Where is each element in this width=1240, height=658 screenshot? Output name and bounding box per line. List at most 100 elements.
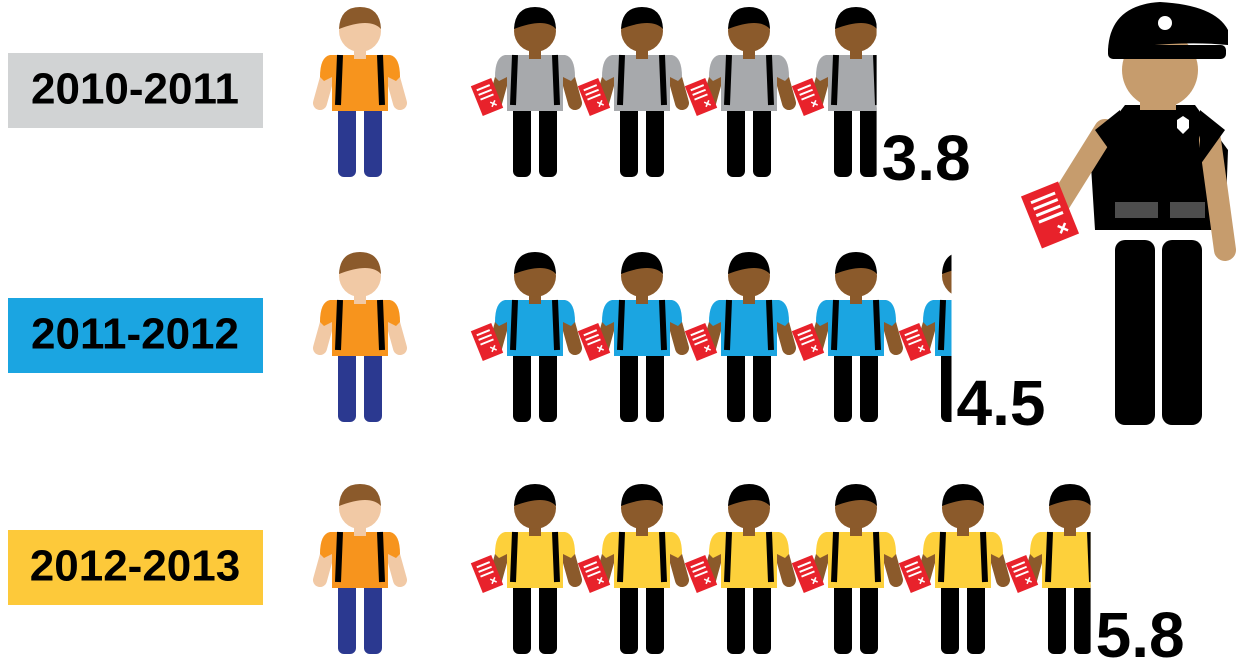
shirt — [709, 532, 789, 588]
strap — [938, 531, 988, 583]
shirt — [602, 532, 682, 588]
strap — [724, 54, 774, 106]
ticket — [898, 555, 932, 593]
ticket-line — [692, 565, 706, 573]
hair — [942, 254, 952, 274]
student-icon — [684, 484, 796, 654]
hair — [339, 7, 381, 29]
ticket-line — [904, 329, 919, 337]
strap — [510, 531, 560, 583]
shirt — [816, 55, 877, 111]
leg — [646, 105, 664, 177]
ticket-line — [478, 565, 492, 573]
strap — [335, 299, 385, 351]
ticket-x — [703, 100, 711, 108]
ticket — [791, 555, 825, 593]
police-officer — [1020, 2, 1236, 425]
ticket-line — [583, 329, 598, 337]
shirt — [816, 300, 896, 356]
leg — [753, 350, 771, 422]
leg — [860, 105, 877, 177]
leg — [513, 105, 531, 177]
hair — [339, 252, 381, 274]
ticket-line — [587, 338, 601, 346]
pictogram-row — [470, 484, 1110, 654]
student-icon — [313, 7, 407, 177]
shirt — [602, 300, 682, 356]
ticket — [470, 78, 504, 116]
shirt — [709, 55, 789, 111]
ticket-line — [692, 88, 706, 96]
shirt — [320, 532, 400, 588]
strap — [724, 531, 774, 583]
category-label-bg — [8, 298, 263, 373]
ticket-x — [489, 100, 497, 108]
ticket-line — [480, 570, 494, 578]
ticket-line — [908, 570, 922, 578]
student-icon — [313, 252, 407, 422]
ticket-line — [906, 565, 920, 573]
ticket-line — [583, 561, 598, 569]
category-label-bg — [8, 530, 263, 605]
hair — [835, 484, 877, 506]
ticket-line — [587, 570, 601, 578]
neck — [529, 49, 541, 59]
hair — [621, 252, 663, 274]
hair — [621, 484, 663, 506]
leg — [364, 350, 382, 422]
leg — [620, 582, 638, 654]
ticket — [791, 323, 825, 361]
leg — [727, 350, 745, 422]
ticket-line — [583, 84, 598, 92]
student-icon — [684, 252, 796, 422]
leg — [860, 582, 878, 654]
leg — [513, 350, 531, 422]
ticket-x — [489, 345, 497, 353]
ticket-line — [694, 338, 708, 346]
neck — [1064, 526, 1076, 536]
leg — [727, 105, 745, 177]
ticket-line — [908, 338, 922, 346]
neck — [354, 526, 366, 536]
ticket-line — [585, 565, 599, 573]
neck — [529, 526, 541, 536]
neck — [957, 294, 969, 304]
strap — [617, 531, 667, 583]
neck — [354, 294, 366, 304]
category-label: 2012-2013 — [30, 542, 240, 591]
student-icon — [898, 254, 969, 422]
shirt — [923, 300, 952, 356]
leg — [753, 582, 771, 654]
leg — [967, 582, 985, 654]
leg — [753, 105, 771, 177]
strap — [617, 299, 667, 351]
student-icon — [1005, 484, 1110, 654]
leg — [620, 350, 638, 422]
pictogram-row — [470, 7, 896, 177]
ticket-x — [810, 577, 818, 585]
value-label: 4.5 — [957, 367, 1046, 439]
arm — [886, 67, 896, 103]
ticket-line — [799, 333, 813, 341]
ticket-x — [810, 100, 818, 108]
hair — [728, 7, 770, 29]
student-icon — [470, 7, 582, 177]
ticket-line — [476, 561, 491, 569]
neck — [743, 294, 755, 304]
hair — [514, 7, 556, 29]
shirt — [923, 532, 1003, 588]
arm — [1100, 544, 1110, 580]
leg — [727, 582, 745, 654]
ticket-line — [690, 84, 705, 92]
hair — [728, 252, 770, 274]
ticket-line — [478, 88, 492, 96]
strap — [335, 54, 385, 106]
leg — [620, 105, 638, 177]
strap — [1045, 531, 1091, 583]
ticket-x — [596, 100, 604, 108]
ticket-line — [797, 329, 812, 337]
ticket — [898, 323, 932, 361]
hair — [835, 7, 877, 29]
